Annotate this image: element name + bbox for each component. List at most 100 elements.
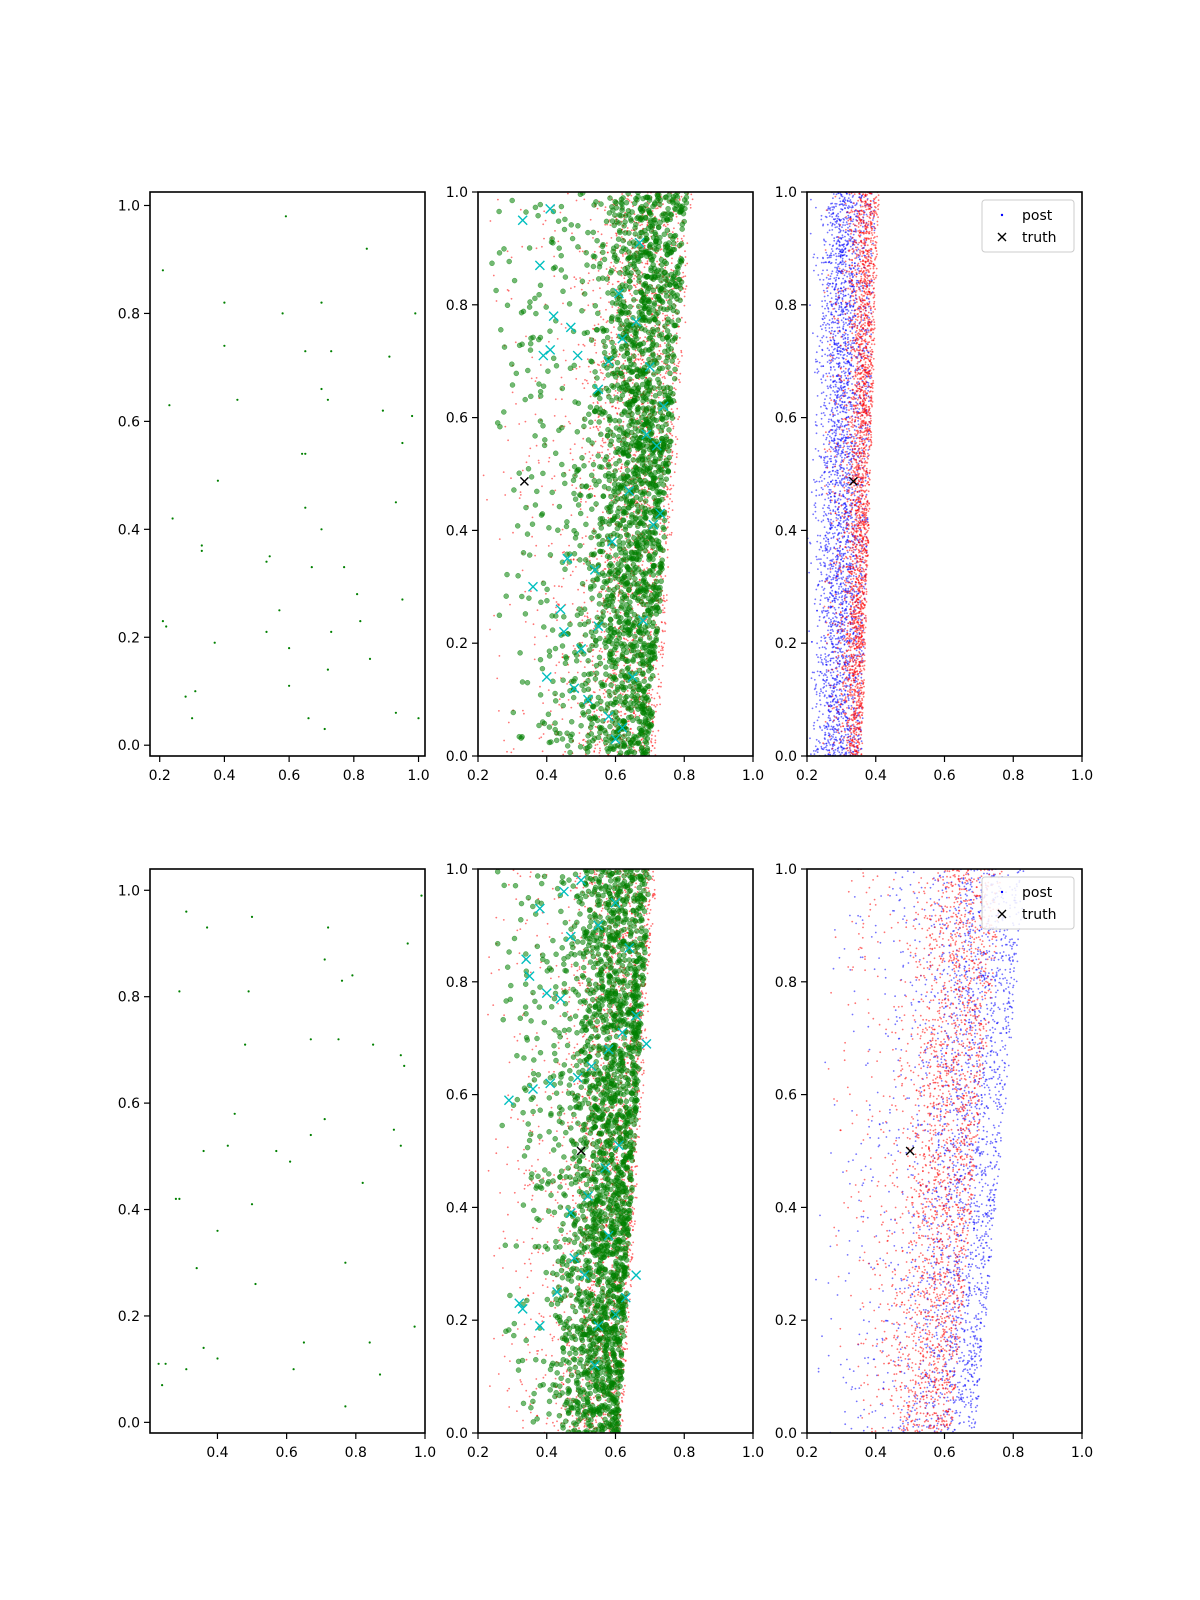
data-point [611, 306, 614, 308]
x-tick-label: 0.4 [213, 768, 235, 784]
data-point [675, 213, 677, 216]
data-point [596, 654, 603, 661]
data-point [629, 693, 635, 699]
data-point [637, 444, 644, 451]
data-point [493, 614, 495, 617]
data-point [832, 532, 834, 535]
data-point [607, 621, 614, 628]
data-point [660, 547, 666, 554]
data-point [191, 717, 194, 720]
data-point [649, 714, 655, 720]
data-point [604, 636, 606, 638]
data-point [626, 515, 628, 518]
data-point [661, 649, 664, 651]
data-point [597, 635, 603, 642]
data-point [684, 288, 687, 290]
data-point [662, 594, 665, 597]
data-point [631, 732, 634, 734]
data-point [194, 690, 197, 693]
data-point [668, 438, 674, 445]
data-point [581, 291, 588, 297]
data-point [647, 283, 653, 290]
data-point [560, 376, 563, 379]
data-point [653, 697, 656, 700]
series-green-circles [489, 192, 690, 756]
data-point [654, 235, 660, 242]
data-point [661, 231, 668, 238]
data-point [536, 722, 542, 729]
data-point [571, 490, 577, 497]
data-point [658, 415, 665, 421]
data-point [670, 262, 673, 265]
data-point [656, 608, 663, 615]
data-point [679, 381, 681, 384]
data-point [598, 591, 601, 594]
data-point [596, 419, 602, 425]
data-point [629, 293, 632, 295]
data-point [646, 335, 652, 342]
data-point [631, 200, 638, 207]
data-point [654, 739, 657, 742]
data-point [617, 468, 620, 470]
data-point [540, 423, 546, 429]
y-tick-label: 0.0 [118, 738, 140, 754]
data-point [844, 471, 847, 474]
data-point [651, 313, 654, 316]
data-point [561, 653, 564, 655]
data-point [664, 575, 667, 577]
data-point [567, 749, 573, 756]
data-point [664, 342, 666, 344]
data-point [823, 537, 825, 540]
data-point [627, 641, 634, 648]
data-point [507, 721, 510, 724]
data-point [614, 267, 617, 269]
data-point [656, 435, 658, 438]
data-point [223, 344, 226, 347]
data-point [573, 276, 576, 279]
data-point [558, 703, 561, 706]
data-point [628, 720, 630, 722]
data-point [571, 678, 577, 684]
data-point [655, 224, 662, 230]
data-point [596, 427, 599, 430]
data-point [365, 247, 368, 250]
data-point [577, 557, 583, 563]
data-point [629, 209, 635, 215]
data-point [670, 421, 672, 423]
data-point [616, 413, 619, 415]
data-point [572, 496, 579, 502]
data-point [669, 484, 672, 486]
data-point [669, 498, 671, 500]
data-point [665, 541, 667, 543]
data-point [663, 505, 665, 508]
data-point [581, 641, 584, 644]
data-point [610, 261, 613, 264]
data-point [589, 440, 595, 446]
data-point [671, 246, 678, 253]
data-point [675, 332, 678, 335]
data-point [617, 595, 620, 597]
data-point [662, 653, 664, 656]
data-point [618, 589, 624, 595]
data-point [597, 323, 600, 326]
data-point [663, 463, 670, 469]
data-point [595, 734, 602, 741]
data-point [616, 401, 619, 404]
data-point [648, 354, 651, 357]
data-point [594, 419, 597, 422]
data-point [518, 423, 521, 425]
data-point [601, 650, 603, 653]
data-point [552, 503, 554, 506]
data-point [620, 237, 626, 244]
data-point [534, 380, 537, 382]
data-point [570, 694, 577, 701]
data-point [828, 440, 831, 442]
data-point [320, 301, 323, 304]
data-point [614, 370, 621, 376]
data-point [677, 358, 679, 361]
data-point [640, 394, 647, 401]
data-point [414, 312, 417, 315]
data-point [654, 741, 657, 744]
data-point [541, 750, 544, 753]
data-point [664, 372, 667, 375]
